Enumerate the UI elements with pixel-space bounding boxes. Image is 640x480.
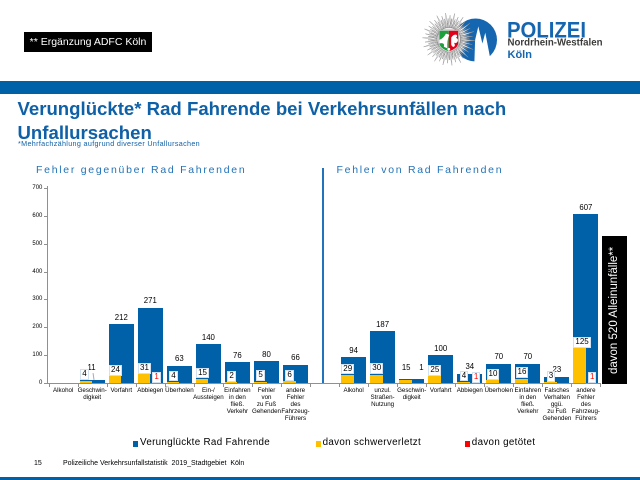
svg-text:POLIZEI: POLIZEI [507, 17, 586, 42]
svg-text:Köln: Köln [508, 49, 533, 61]
svg-text:Nordrhein-Westfalen: Nordrhein-Westfalen [508, 37, 603, 48]
